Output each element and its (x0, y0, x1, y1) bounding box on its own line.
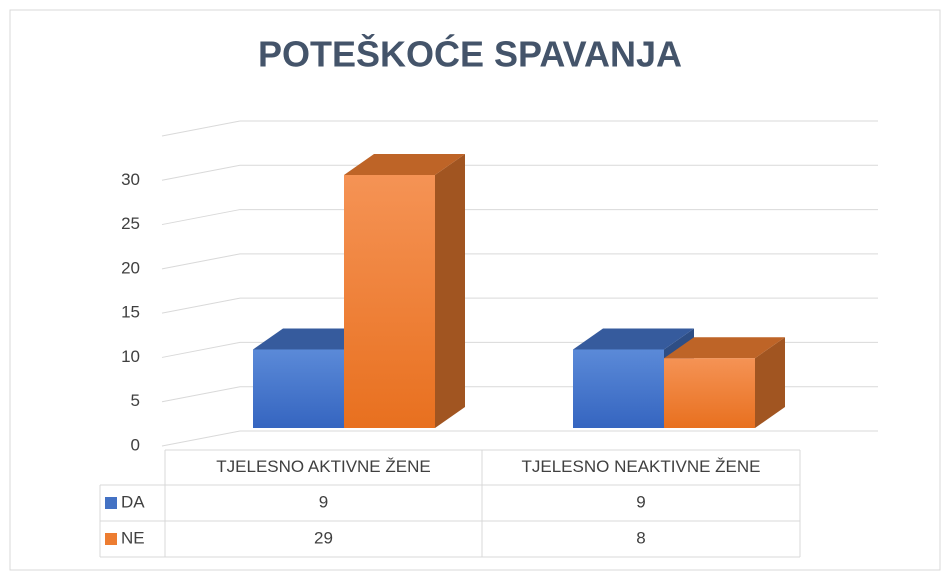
y-tick-label: 15 (121, 303, 140, 322)
bar-top (664, 337, 785, 359)
chart-title: POTEŠKOĆE SPAVANJA (258, 33, 682, 75)
table-value: 29 (314, 528, 333, 547)
y-tick-label: 10 (121, 347, 140, 366)
legend-swatch (105, 533, 117, 545)
y-tick-label: 0 (131, 435, 140, 454)
bar-side (755, 337, 785, 428)
wall-top (161, 120, 241, 137)
grid-line (161, 209, 878, 226)
legend-label: DA (121, 492, 145, 511)
bar-top (573, 328, 694, 350)
table-value: 9 (319, 492, 328, 511)
y-tick-label: 30 (121, 170, 140, 189)
legend-swatch (105, 497, 117, 509)
legend-label: NE (121, 528, 145, 547)
grid-line (161, 253, 878, 270)
x-tick-label: TJELESNO AKTIVNE ŽENE (216, 457, 430, 476)
table-value: 8 (636, 528, 645, 547)
bar (573, 349, 664, 428)
y-tick-label: 25 (121, 214, 140, 233)
bar-top (344, 153, 465, 175)
bar (664, 358, 755, 428)
bar (253, 349, 344, 428)
grid-line (161, 297, 878, 314)
x-tick-label: TJELESNO NEAKTIVNE ŽENE (522, 457, 761, 476)
table-value: 9 (636, 492, 645, 511)
bar (344, 174, 435, 428)
bar-top (253, 328, 374, 350)
y-tick-label: 20 (121, 258, 140, 277)
grid-line (161, 164, 878, 181)
grid-line (161, 430, 878, 447)
bar-side (435, 153, 465, 428)
y-tick-label: 5 (131, 391, 140, 410)
